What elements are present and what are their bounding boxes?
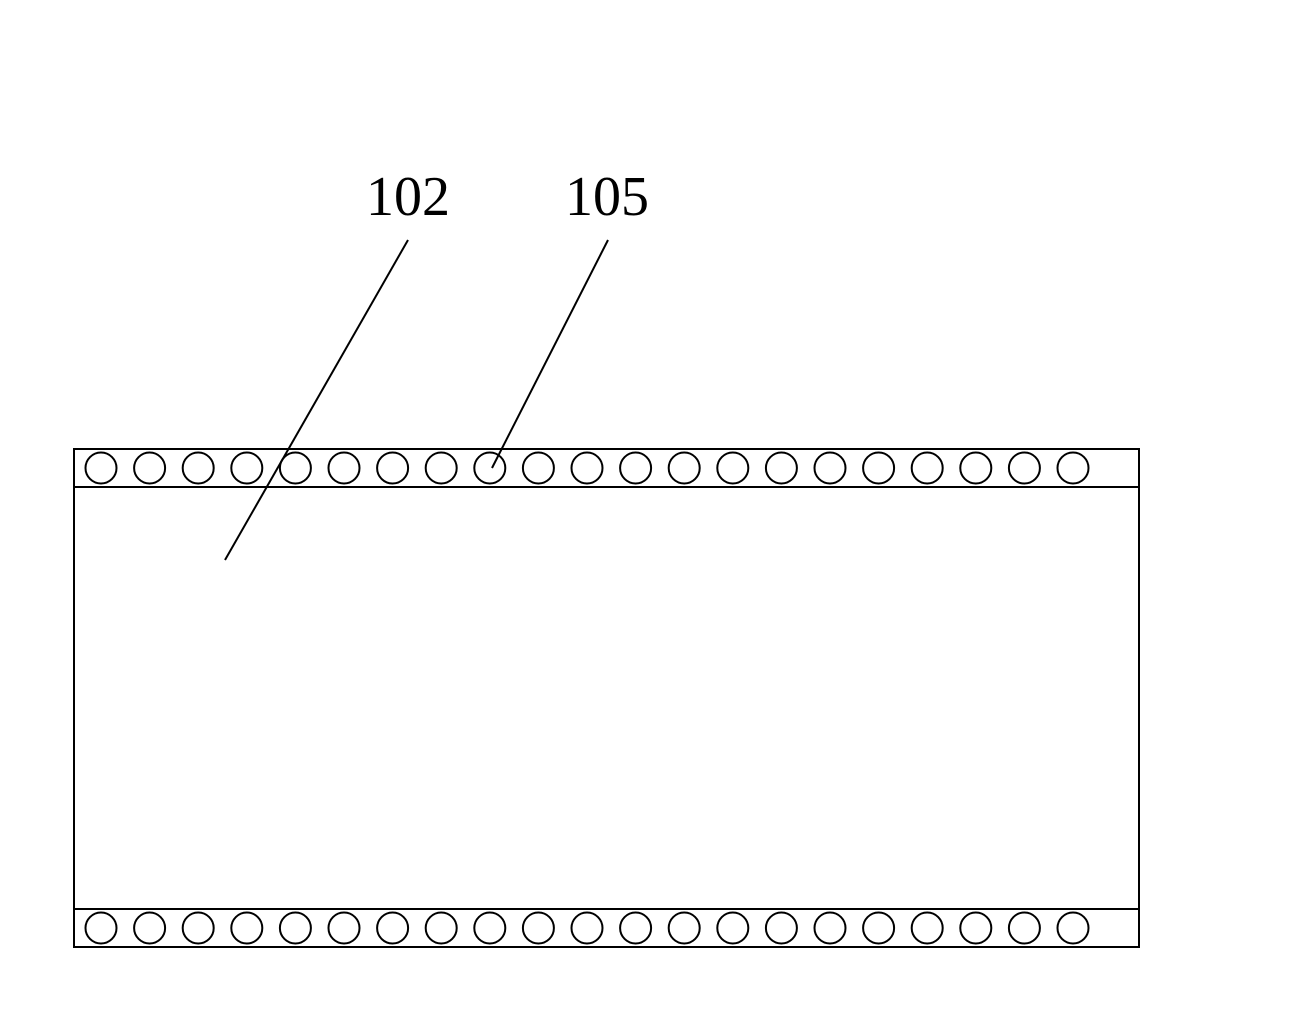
diagram-svg xyxy=(0,0,1310,1019)
label-105: 105 xyxy=(565,165,649,229)
label-102: 102 xyxy=(366,165,450,229)
